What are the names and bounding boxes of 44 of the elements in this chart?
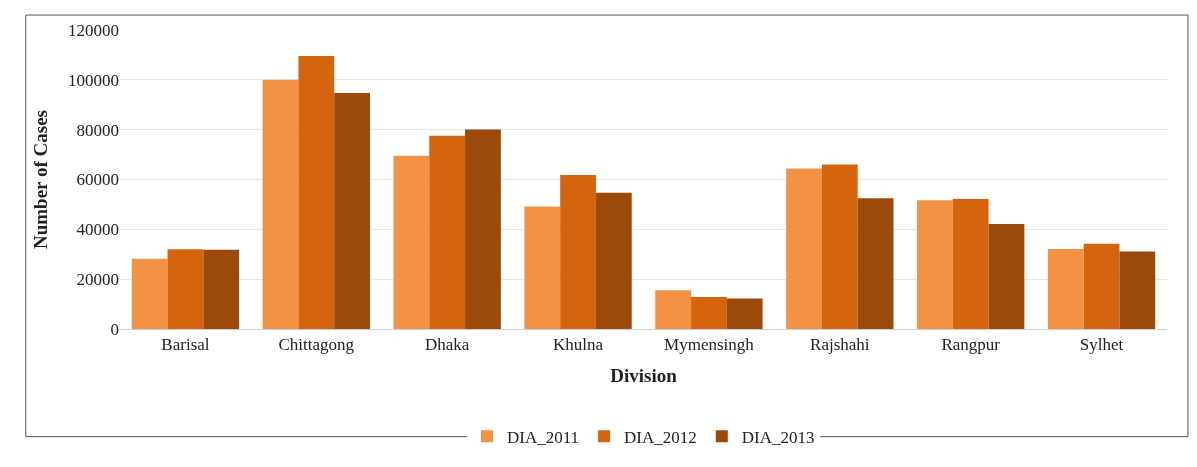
- bar: [131, 258, 168, 329]
- bar: [465, 129, 501, 329]
- x-tick-label: Mymensingh: [664, 335, 755, 355]
- bar: [952, 198, 989, 329]
- y-tick-label: 0: [110, 319, 119, 339]
- bar: [429, 135, 466, 329]
- y-tick-label: 60000: [76, 170, 119, 190]
- bar: [691, 297, 727, 329]
- x-tick-label: Chittagong: [278, 335, 355, 355]
- bar: [262, 79, 299, 329]
- x-tick-label: Barisal: [161, 335, 210, 355]
- y-tick-label: 20000: [76, 270, 119, 290]
- bar: [167, 249, 204, 329]
- bar: [1119, 251, 1156, 329]
- bar: [334, 93, 370, 329]
- y-tick-label: 40000: [76, 220, 119, 240]
- bar: [988, 224, 1025, 329]
- legend-label: DIA_2013: [741, 427, 815, 447]
- y-tick-label: 80000: [76, 120, 119, 140]
- y-tick-label: 100000: [68, 70, 119, 90]
- bar: [595, 192, 632, 329]
- bar: [726, 298, 763, 329]
- x-tick-label: Dhaka: [425, 335, 470, 355]
- legend-label: DIA_2012: [624, 427, 697, 447]
- legend-label: DIA_2011: [507, 427, 580, 447]
- x-axis-title: Division: [610, 365, 678, 387]
- bar: [298, 55, 335, 329]
- y-tick-label: 120000: [68, 20, 119, 40]
- x-tick-label: Rajshahi: [810, 335, 870, 355]
- y-axis-title: Number of Cases: [29, 110, 51, 249]
- x-tick-label: Sylhet: [1079, 335, 1124, 355]
- bar: [857, 198, 894, 329]
- bar: [655, 290, 692, 329]
- bar: [1083, 243, 1120, 329]
- bar: [1047, 249, 1084, 329]
- bar: [393, 155, 430, 329]
- x-tick-label: Khulna: [553, 335, 604, 355]
- bar: [821, 164, 858, 329]
- bar: [917, 200, 953, 329]
- bar: [560, 175, 596, 329]
- bar: [524, 206, 561, 329]
- x-tick-label: Rangpur: [941, 335, 1001, 355]
- bar: [786, 168, 822, 329]
- bar: [203, 249, 240, 329]
